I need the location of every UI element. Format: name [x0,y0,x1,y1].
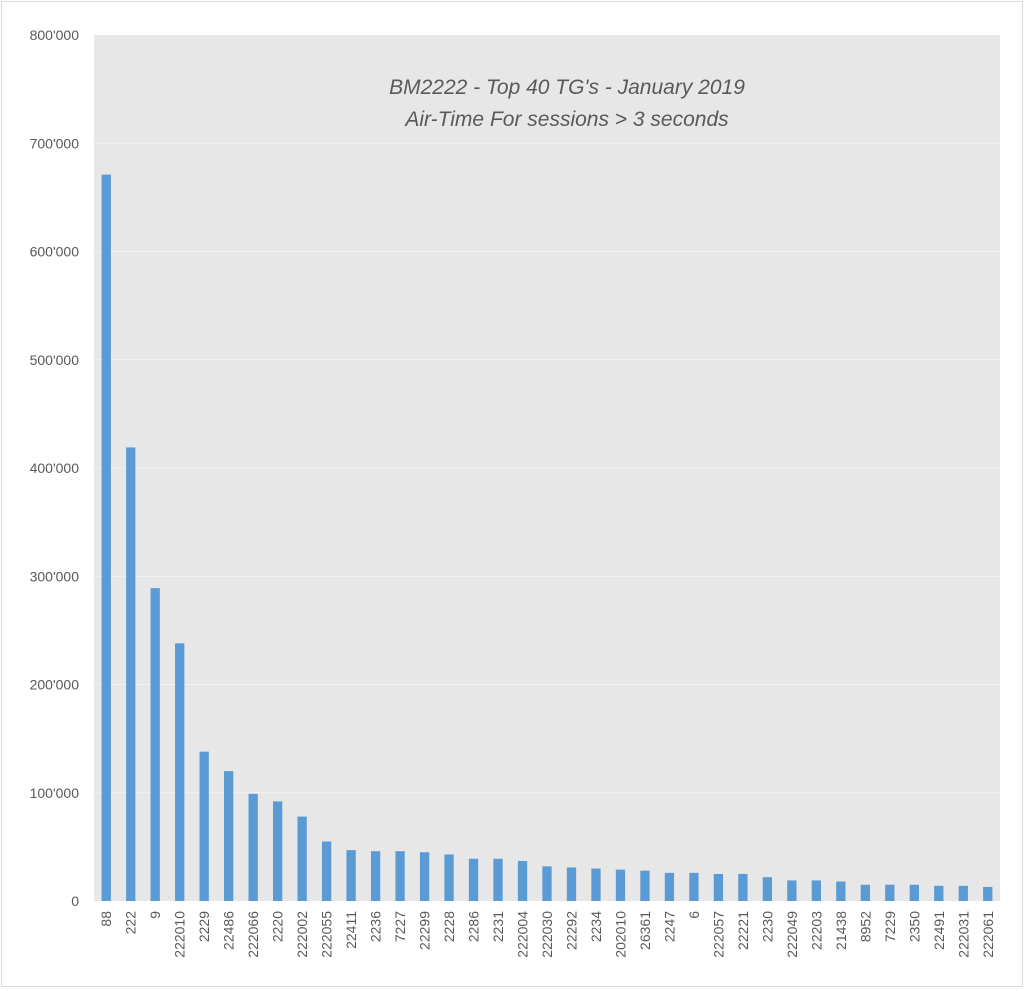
x-tick-label: 7229 [882,911,898,942]
bar [175,643,185,901]
bar [493,858,503,901]
x-tick-label: 22411 [343,911,359,949]
x-tick-label: 222049 [784,911,800,958]
bar [346,850,356,901]
bar [370,851,381,901]
y-tick-label: 300'000 [30,568,80,584]
x-tick-label: 222061 [980,911,996,958]
bar [762,877,773,901]
y-tick-label: 700'000 [30,135,80,151]
x-tick-label: 22203 [808,911,824,950]
x-tick-label: 2229 [196,911,212,942]
bar [885,884,895,901]
bar [517,860,528,901]
x-tick-label: 222031 [955,911,971,958]
bar [468,858,479,901]
y-tick-label: 600'000 [30,244,80,260]
x-tick-label: 222 [123,911,139,935]
gridlines [94,142,1000,794]
bar [958,885,968,901]
y-tick-label: 0 [71,893,79,909]
bar [126,447,136,901]
bar [615,869,626,901]
x-tick-label: 222004 [515,911,531,958]
x-tick-label: 22491 [931,911,947,950]
y-tick-label: 500'000 [30,352,80,368]
x-tick-label: 222030 [539,911,555,958]
bar [591,868,601,901]
x-tick-label: 8952 [857,911,873,942]
bar [321,841,332,901]
bar [101,174,111,901]
x-tick-label: 2231 [490,911,506,942]
bar [542,866,552,901]
x-tick-label: 2228 [441,911,457,942]
x-tick-label: 222057 [710,911,726,958]
bar [860,884,870,901]
x-axis-tick-labels: 88 222 9 222010 2229 22486 222066 2220 222002 222… [98,911,996,958]
x-tick-label: 22292 [563,911,579,950]
bar [444,854,454,901]
bar [395,851,405,901]
x-tick-label: 9 [147,911,163,919]
bar [983,886,993,901]
x-tick-label: 202010 [612,911,628,958]
y-tick-label: 800'000 [30,27,80,43]
bar [787,880,797,901]
bar [419,852,430,901]
x-tick-label: 2286 [466,911,482,942]
x-tick-label: 22299 [417,911,433,950]
x-tick-label: 7227 [392,911,408,942]
y-tick-label: 400'000 [30,460,80,476]
bar [934,885,944,901]
x-tick-label: 6 [686,911,702,919]
x-tick-label: 22221 [735,911,751,950]
x-tick-label: 2236 [368,911,384,942]
bar [836,881,846,901]
bar [689,872,699,901]
x-tick-label: 222055 [319,911,335,958]
x-tick-label: 222002 [294,911,310,958]
bar [811,880,822,901]
y-tick-label: 200'000 [30,677,80,693]
x-tick-label: 2350 [906,911,922,942]
bar [199,751,209,901]
chart-title: BM2222 - Top 40 TG's - January 2019 [389,76,745,99]
x-tick-label: 88 [98,911,114,927]
x-tick-label: 2230 [759,911,775,942]
x-tick-label: 2247 [661,911,677,942]
bar [248,793,258,901]
x-tick-label: 222066 [245,911,261,958]
chart-subtitle: Air-Time For sessions > 3 seconds [403,108,729,131]
x-tick-label: 22486 [221,911,237,950]
bar [272,801,283,901]
x-tick-label: 2234 [588,911,604,942]
bars [101,174,993,901]
bar [297,816,307,901]
x-tick-label: 222010 [172,911,188,958]
bar [150,588,160,901]
bar [664,872,675,901]
bar [224,771,234,901]
y-axis-tick-labels: 0 100'000 200'000 300'000 400'000 500'000 600'… [30,27,80,909]
bar [909,884,919,901]
x-tick-label: 26361 [637,911,653,950]
bar [713,873,724,901]
bar [738,873,748,901]
bar [640,870,650,901]
y-tick-label: 100'000 [30,785,80,801]
x-tick-label: 21438 [833,911,849,950]
x-tick-label: 2220 [270,911,286,942]
bar [566,867,577,901]
